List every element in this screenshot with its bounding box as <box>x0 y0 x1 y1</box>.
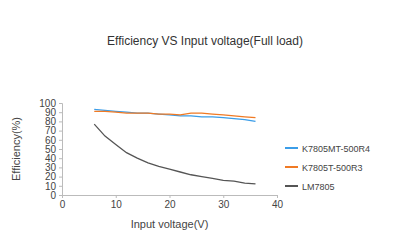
y-tick: 100 <box>39 98 62 109</box>
y-tick-mark <box>59 177 62 178</box>
chart: Efficiency VS Input voltage(Full load)01… <box>0 0 397 245</box>
x-tick-label: 0 <box>60 199 66 210</box>
x-tick: 40 <box>272 195 284 210</box>
y-axis: 0102030405060708090100 <box>39 98 62 201</box>
x-tick: 10 <box>111 195 123 210</box>
x-tick-label: 30 <box>218 199 230 210</box>
y-tick-mark <box>59 103 62 104</box>
y-axis-line <box>59 104 63 196</box>
x-tick-mark <box>116 195 117 198</box>
legend: K7805MT-500R4 K7805T-500R3 LM7805 <box>285 144 370 192</box>
y-tick-mark <box>59 140 62 141</box>
series-line <box>94 109 255 121</box>
y-tick-mark <box>59 121 62 122</box>
x-axis-title: Input voltage(V) <box>131 218 209 230</box>
title: Efficiency VS Input voltage(Full load) <box>107 34 303 48</box>
plot-area <box>94 109 255 184</box>
x-tick-label: 40 <box>272 199 284 210</box>
y-tick-label: 100 <box>39 98 56 109</box>
y-tick-mark <box>59 167 62 168</box>
legend-label: LM7805 <box>302 182 335 192</box>
x-tick-mark <box>277 195 278 198</box>
y-tick-mark <box>59 112 62 113</box>
legend-swatch <box>285 147 298 149</box>
x-axis: 0 10 20 30 40 <box>60 195 284 210</box>
y-tick-mark <box>59 195 62 196</box>
x-tick-label: 10 <box>111 199 123 210</box>
legend-swatch <box>285 166 298 168</box>
legend-swatch <box>285 185 298 187</box>
series-line <box>94 111 255 117</box>
x-tick: 30 <box>218 195 230 210</box>
series-line <box>94 124 255 184</box>
x-tick-mark <box>223 195 224 198</box>
x-axis-line <box>63 196 278 199</box>
y-axis-title: Efficiency(%) <box>10 117 22 181</box>
x-tick: 0 <box>60 195 66 210</box>
x-tick-label: 20 <box>164 199 176 210</box>
x-tick-mark <box>170 195 171 198</box>
y-tick-mark <box>59 131 62 132</box>
x-tick: 20 <box>164 195 176 210</box>
y-tick-mark <box>59 186 62 187</box>
y-tick-mark <box>59 149 62 150</box>
y-tick-mark <box>59 158 62 159</box>
legend-label: K7805T-500R3 <box>302 163 363 173</box>
legend-label: K7805MT-500R4 <box>302 144 370 154</box>
